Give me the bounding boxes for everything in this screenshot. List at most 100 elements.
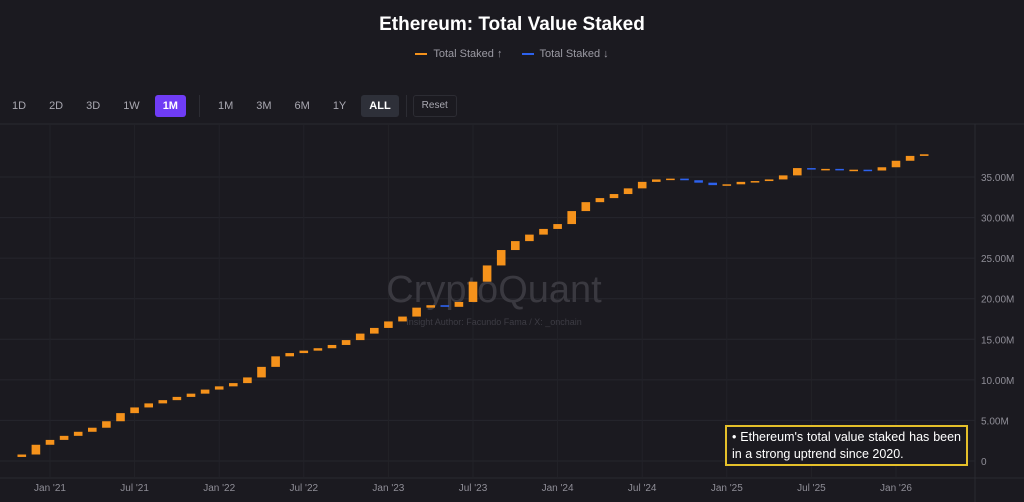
candle-up[interactable] — [271, 356, 280, 367]
candle-up[interactable] — [905, 155, 915, 161]
toolbar-divider — [198, 95, 200, 117]
candle-up[interactable] — [172, 396, 182, 401]
interval-3d-button[interactable]: 3D — [86, 100, 101, 112]
candle-up[interactable] — [285, 353, 294, 357]
x-tick-label: Jul '23 — [459, 483, 488, 494]
candle-up[interactable] — [341, 340, 351, 345]
candle-up[interactable] — [370, 327, 379, 334]
candle-up[interactable] — [214, 386, 224, 390]
candle-up[interactable] — [327, 344, 337, 349]
y-tick-label: 5.00M — [981, 416, 1009, 427]
legend-label-down: Total Staked ↓ — [539, 48, 609, 60]
candle-up[interactable] — [130, 407, 139, 414]
legend-item-up[interactable]: Total Staked ↑ — [415, 48, 502, 60]
candle-down[interactable] — [863, 169, 873, 172]
candle-up[interactable] — [384, 321, 393, 328]
candle-up[interactable] — [666, 178, 675, 181]
range-3m-button[interactable]: 3M — [256, 100, 272, 112]
interval-1m-button[interactable]: 1M — [154, 95, 186, 117]
candle-up[interactable] — [511, 241, 520, 251]
candle-up[interactable] — [257, 366, 266, 378]
candle-up[interactable] — [412, 307, 421, 317]
legend-label-up: Total Staked ↑ — [433, 48, 503, 60]
candle-up[interactable] — [468, 281, 478, 302]
y-tick-label: 20.00M — [981, 295, 1014, 306]
candle-up[interactable] — [891, 160, 901, 168]
candle-up[interactable] — [45, 439, 55, 445]
interval-2d-button[interactable]: 2D — [49, 100, 64, 112]
candle-up[interactable] — [229, 383, 238, 387]
candle-down[interactable] — [680, 178, 689, 181]
candle-up[interactable] — [59, 435, 69, 440]
y-tick-label: 15.00M — [981, 335, 1014, 346]
candle-up[interactable] — [398, 316, 407, 322]
candle-up[interactable] — [821, 168, 830, 171]
x-tick-label: Jan '21 — [34, 483, 66, 494]
candle-up[interactable] — [454, 301, 464, 307]
candle-down[interactable] — [440, 305, 450, 307]
candle-up[interactable] — [243, 377, 252, 384]
candle-up[interactable] — [609, 194, 619, 199]
candle-up[interactable] — [581, 202, 591, 212]
candle-up[interactable] — [778, 175, 788, 180]
candle-down[interactable] — [835, 168, 844, 171]
candle-up[interactable] — [496, 250, 506, 266]
candle-up[interactable] — [750, 181, 760, 183]
candle-up[interactable] — [736, 181, 746, 185]
candle-up[interactable] — [73, 431, 83, 436]
legend-item-down[interactable]: Total Staked ↓ — [521, 48, 609, 60]
candle-down[interactable] — [807, 168, 816, 170]
candle-down[interactable] — [694, 180, 703, 183]
legend-swatch-down — [521, 53, 534, 55]
candle-up[interactable] — [186, 393, 196, 397]
candle-up[interactable] — [31, 444, 41, 455]
candle-up[interactable] — [116, 413, 125, 422]
x-tick-label: Jul '25 — [797, 483, 826, 494]
candle-up[interactable] — [200, 389, 210, 394]
candle-up[interactable] — [299, 350, 309, 354]
candle-up[interactable] — [144, 403, 153, 408]
chart-title: Ethereum: Total Value Staked — [379, 14, 645, 35]
candle-up[interactable] — [793, 168, 802, 176]
candle-up[interactable] — [17, 454, 27, 457]
candle-up[interactable] — [525, 234, 534, 242]
watermark: CryptoQuant — [386, 269, 602, 311]
range-all-button[interactable]: ALL — [361, 95, 399, 117]
candle-up[interactable] — [595, 198, 605, 203]
x-tick-label: Jan '25 — [711, 483, 743, 494]
candle-up[interactable] — [877, 167, 887, 171]
candle-up[interactable] — [102, 421, 111, 428]
candle-up[interactable] — [919, 154, 929, 156]
range-1y-button[interactable]: 1Y — [332, 100, 347, 112]
candle-up[interactable] — [88, 427, 97, 432]
candle-up[interactable] — [482, 265, 492, 282]
candle-up[interactable] — [623, 188, 633, 195]
y-tick-label: 25.00M — [981, 254, 1014, 265]
candle-up[interactable] — [849, 169, 858, 172]
candle-up[interactable] — [426, 305, 435, 308]
candle-up[interactable] — [158, 400, 168, 404]
interval-1d-button[interactable]: 1D — [12, 100, 27, 112]
candle-up[interactable] — [652, 179, 661, 182]
range-toolbar: 1D 2D 3D 1W 1M 1M 3M 6M 1Y ALL Reset — [4, 94, 457, 118]
candle-up[interactable] — [553, 224, 562, 229]
candle-up[interactable] — [313, 348, 323, 351]
y-axis-ticks: 0 5.00M 10.00M 15.00M 20.00M 25.00M 30.00M 35.0… — [981, 173, 1014, 468]
grid-lines — [0, 124, 975, 478]
range-1m-button[interactable]: 1M — [217, 100, 234, 112]
reset-button[interactable]: Reset — [412, 95, 457, 117]
interval-1w-button[interactable]: 1W — [123, 100, 140, 112]
candles — [17, 154, 929, 457]
x-tick-label: Jul '21 — [120, 483, 149, 494]
candle-up[interactable] — [764, 179, 774, 182]
y-tick-label: 0 — [981, 457, 987, 468]
candle-down[interactable] — [708, 182, 717, 186]
candle-up[interactable] — [722, 184, 732, 186]
annotation-box: • Ethereum's total value staked has been… — [725, 425, 968, 466]
candle-up[interactable] — [539, 228, 548, 235]
candle-up[interactable] — [355, 333, 365, 341]
range-6m-button[interactable]: 6M — [294, 100, 310, 112]
candle-up[interactable] — [637, 181, 647, 189]
candle-up[interactable] — [567, 211, 576, 225]
